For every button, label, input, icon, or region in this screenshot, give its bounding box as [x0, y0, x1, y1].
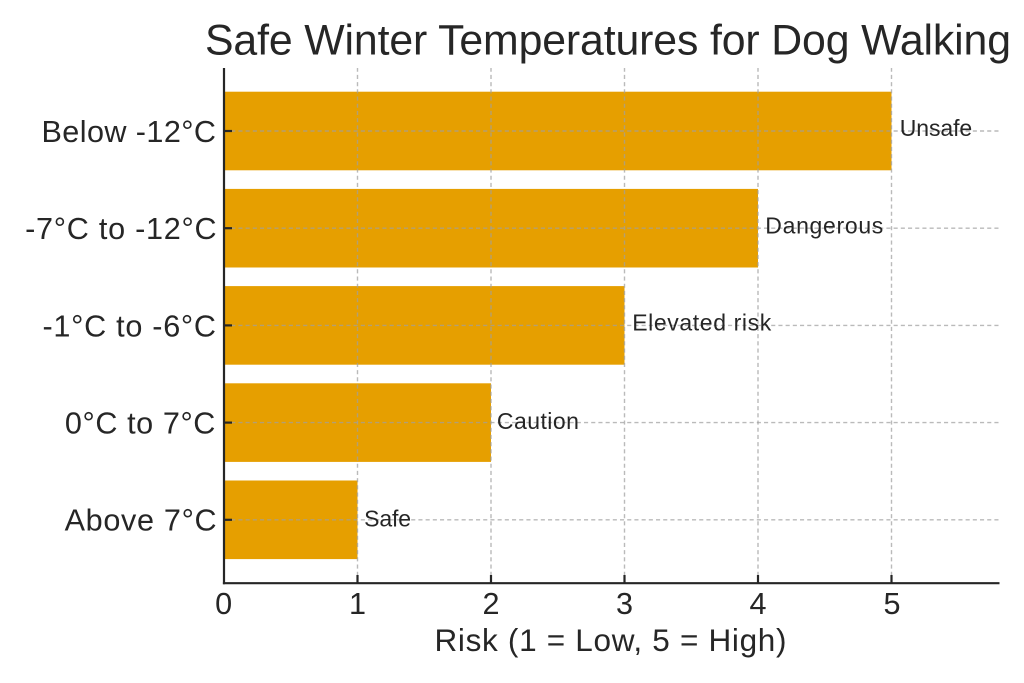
svg-text:Above 7°C: Above 7°C — [65, 504, 217, 538]
svg-text:-1°C to -6°C: -1°C to -6°C — [43, 309, 217, 343]
svg-text:0: 0 — [215, 587, 232, 621]
svg-text:1: 1 — [349, 587, 366, 621]
svg-text:Elevated risk: Elevated risk — [632, 310, 772, 336]
svg-text:Dangerous: Dangerous — [765, 213, 883, 239]
svg-text:Below -12°C: Below -12°C — [42, 115, 217, 149]
svg-text:Safe: Safe — [364, 506, 411, 532]
svg-text:Safe Winter Temperatures for D: Safe Winter Temperatures for Dog Walking — [205, 17, 1011, 65]
svg-text:-7°C to -12°C: -7°C to -12°C — [25, 212, 217, 246]
svg-text:Risk (1 = Low, 5 = High): Risk (1 = Low, 5 = High) — [435, 622, 787, 658]
svg-text:5: 5 — [883, 587, 900, 621]
svg-text:0°C to 7°C: 0°C to 7°C — [65, 407, 216, 441]
svg-text:Unsafe: Unsafe — [900, 115, 973, 141]
svg-text:Caution: Caution — [497, 408, 579, 434]
svg-text:4: 4 — [749, 587, 766, 621]
svg-text:3: 3 — [616, 587, 633, 621]
svg-text:2: 2 — [482, 587, 499, 621]
